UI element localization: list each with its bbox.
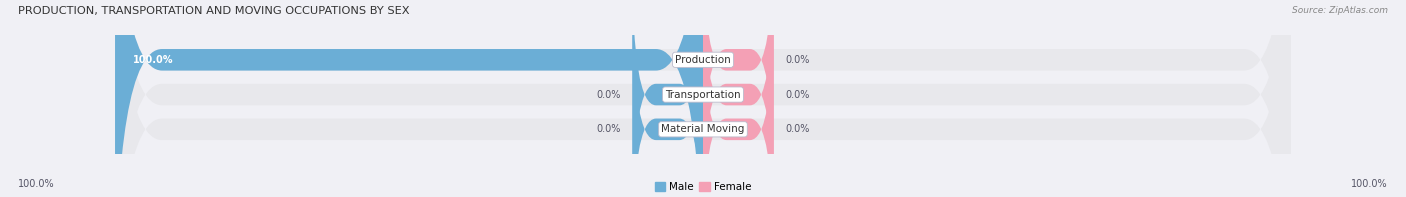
FancyBboxPatch shape	[633, 0, 703, 197]
FancyBboxPatch shape	[633, 1, 703, 197]
Text: 0.0%: 0.0%	[786, 124, 810, 134]
Text: 100.0%: 100.0%	[132, 55, 173, 65]
Text: 0.0%: 0.0%	[786, 90, 810, 99]
Text: 100.0%: 100.0%	[1351, 179, 1388, 189]
FancyBboxPatch shape	[115, 0, 703, 197]
Text: 0.0%: 0.0%	[596, 124, 620, 134]
FancyBboxPatch shape	[703, 0, 773, 197]
Text: PRODUCTION, TRANSPORTATION AND MOVING OCCUPATIONS BY SEX: PRODUCTION, TRANSPORTATION AND MOVING OC…	[18, 6, 409, 16]
Text: Material Moving: Material Moving	[661, 124, 745, 134]
FancyBboxPatch shape	[115, 0, 1291, 197]
Text: 0.0%: 0.0%	[596, 90, 620, 99]
FancyBboxPatch shape	[115, 0, 1291, 197]
Text: 100.0%: 100.0%	[18, 179, 55, 189]
Text: 0.0%: 0.0%	[786, 55, 810, 65]
FancyBboxPatch shape	[115, 0, 1291, 197]
Text: Source: ZipAtlas.com: Source: ZipAtlas.com	[1292, 6, 1388, 15]
Legend: Male, Female: Male, Female	[655, 182, 751, 192]
Text: Transportation: Transportation	[665, 90, 741, 99]
Text: Production: Production	[675, 55, 731, 65]
FancyBboxPatch shape	[703, 0, 773, 188]
FancyBboxPatch shape	[703, 1, 773, 197]
